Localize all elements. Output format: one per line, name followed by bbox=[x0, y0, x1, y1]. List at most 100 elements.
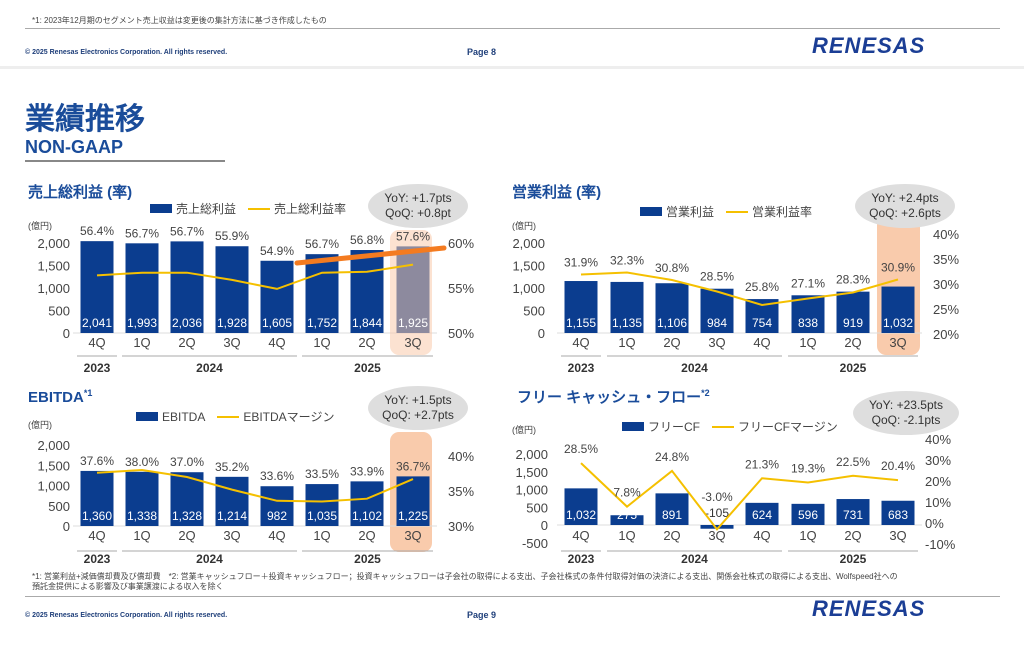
y-tick-left: 1,500 bbox=[512, 259, 545, 274]
year-label: 2023 bbox=[84, 552, 111, 566]
y-tick-left: 500 bbox=[48, 304, 70, 319]
bar-value-label: 624 bbox=[752, 508, 772, 522]
quarter-label: 4Q bbox=[572, 335, 589, 350]
bar-value-label: 1,844 bbox=[352, 316, 382, 330]
legend-bar-swatch bbox=[640, 207, 662, 216]
margin-label: 28.5% bbox=[564, 442, 598, 456]
quarter-label: 1Q bbox=[313, 335, 330, 350]
margin-label: 55.9% bbox=[215, 229, 249, 243]
bar bbox=[655, 493, 689, 525]
bar bbox=[700, 525, 734, 529]
bar bbox=[836, 291, 870, 333]
footnote-line-2: 預託金提供による影響及び事業譲渡による収入を除く bbox=[32, 582, 224, 591]
y-tick-left: 0 bbox=[63, 519, 70, 534]
y-tick-left: 500 bbox=[48, 499, 70, 514]
y-tick-left: 1,000 bbox=[37, 281, 70, 296]
y-tick-right: 55% bbox=[448, 281, 474, 296]
quarter-label: 4Q bbox=[753, 528, 770, 543]
y-tick-right: 20% bbox=[925, 474, 951, 489]
bar-value-label: 1,338 bbox=[127, 509, 157, 523]
margin-label: 56.7% bbox=[170, 224, 204, 238]
bar bbox=[610, 515, 644, 525]
highlight-box bbox=[390, 230, 432, 355]
previous-copyright: © 2025 Renesas Electronics Corporation. … bbox=[25, 49, 228, 56]
margin-label: 30.9% bbox=[881, 261, 915, 275]
quarter-label: 3Q bbox=[223, 528, 240, 543]
year-label: 2025 bbox=[840, 552, 867, 566]
bar-value-label: 275 bbox=[617, 508, 637, 522]
y-tick-left: 0 bbox=[541, 518, 548, 533]
chart-title-text: 売上総利益 (率) bbox=[28, 184, 133, 201]
legend-bar-swatch bbox=[150, 204, 172, 213]
quarter-label: 1Q bbox=[799, 335, 816, 350]
quarter-label: 4Q bbox=[88, 528, 105, 543]
title-note: *2 bbox=[701, 388, 710, 398]
qoq-text: QoQ: -2.1pts bbox=[871, 413, 941, 427]
quarter-label: 1Q bbox=[618, 528, 635, 543]
y-tick-left: 1,000 bbox=[37, 479, 70, 494]
year-label: 2024 bbox=[681, 361, 708, 375]
bar bbox=[80, 470, 114, 526]
bar bbox=[350, 250, 384, 333]
title-underline bbox=[25, 160, 225, 162]
legend-operating-profit: 営業利益 営業利益率 bbox=[640, 203, 812, 220]
quarter-label: 2Q bbox=[358, 335, 375, 350]
year-label: 2025 bbox=[354, 552, 381, 566]
y-tick-left: 500 bbox=[523, 304, 545, 319]
bar bbox=[260, 486, 294, 526]
chart-title-text: フリー キャッシュ・フロー bbox=[517, 389, 702, 406]
margin-label: 28.5% bbox=[700, 270, 734, 284]
margin-label: 22.5% bbox=[836, 455, 870, 469]
bar bbox=[170, 472, 204, 526]
quarter-label: 3Q bbox=[708, 528, 725, 543]
bar bbox=[700, 288, 734, 333]
trend-arrow bbox=[294, 245, 447, 266]
bar bbox=[350, 481, 384, 526]
y-tick-left: 500 bbox=[526, 500, 548, 515]
year-label: 2025 bbox=[354, 361, 381, 375]
y-tick-right: -10% bbox=[925, 537, 956, 552]
y-tick-left: 1,500 bbox=[37, 458, 70, 473]
quarter-label: 2Q bbox=[178, 335, 195, 350]
y-tick-left: 2,000 bbox=[512, 236, 545, 251]
bar-value-label: 919 bbox=[843, 316, 863, 330]
bar-value-label: 1,605 bbox=[262, 316, 292, 330]
page-title: 業績推移 bbox=[25, 103, 145, 136]
y-tick-left: 0 bbox=[63, 326, 70, 341]
quarter-label: 1Q bbox=[313, 528, 330, 543]
divider bbox=[25, 28, 1000, 29]
y-tick-right: 0% bbox=[925, 516, 944, 531]
bar bbox=[655, 283, 689, 333]
bar-value-label: 891 bbox=[662, 508, 682, 522]
page-subtitle: NON-GAAP bbox=[25, 137, 123, 157]
margin-label: 31.9% bbox=[564, 256, 598, 270]
year-label: 2024 bbox=[196, 552, 223, 566]
previous-page-number: Page 8 bbox=[467, 47, 497, 57]
legend-label: フリーCFマージン bbox=[738, 420, 838, 434]
bar bbox=[791, 503, 825, 525]
y-tick-right: 10% bbox=[925, 495, 951, 510]
margin-label: 35.2% bbox=[215, 460, 249, 474]
bar-value-label: 1,752 bbox=[307, 316, 337, 330]
quarter-label: 3Q bbox=[404, 335, 421, 350]
margin-label: 33.5% bbox=[305, 467, 339, 481]
page-number: Page 9 bbox=[467, 610, 497, 620]
margin-label: 38.0% bbox=[125, 455, 159, 469]
margin-line bbox=[580, 462, 899, 531]
footnote-line-1: *1: 営業利益+減価償却費及び償却費 *2: 営業キャッシュフロー＋投資キャッ… bbox=[32, 572, 898, 581]
y-tick-left: 1,500 bbox=[37, 259, 70, 274]
bar bbox=[564, 488, 598, 525]
quarter-label: 4Q bbox=[88, 335, 105, 350]
slide-separator bbox=[0, 66, 1024, 69]
bar bbox=[836, 499, 870, 525]
legend-label: 営業利益 bbox=[666, 205, 715, 219]
bar-value-label: 754 bbox=[752, 316, 772, 330]
margin-label: 56.7% bbox=[305, 237, 339, 251]
margin-label: 57.6% bbox=[396, 229, 430, 243]
previous-page-footnote: *1: 2023年12月期のセグメント売上収益は変更後の集計方法に基づき作成した… bbox=[32, 16, 327, 25]
bar-value-label: -105 bbox=[705, 506, 729, 520]
bar-value-label: 1,925 bbox=[398, 316, 428, 330]
bar bbox=[125, 243, 159, 333]
quarter-label: 1Q bbox=[799, 528, 816, 543]
y-tick-left: -500 bbox=[522, 536, 548, 551]
